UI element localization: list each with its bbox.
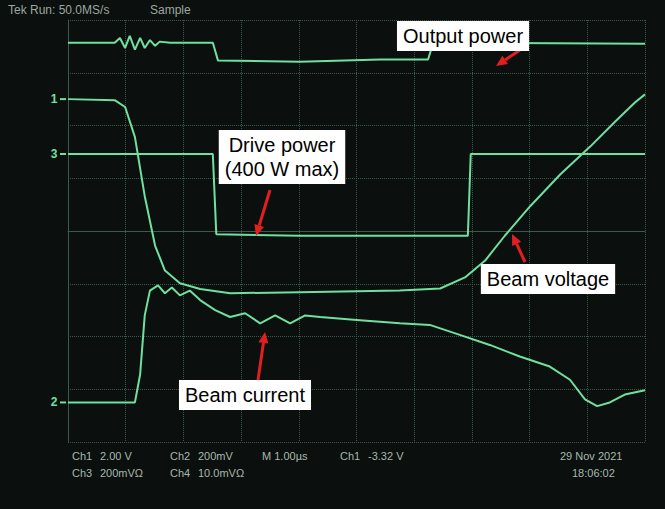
svg-text:2: 2 (51, 395, 58, 409)
svg-text:10.0mVΩ: 10.0mVΩ (198, 467, 244, 479)
svg-text:29 Nov 2021: 29 Nov 2021 (560, 450, 622, 462)
svg-text:200mVΩ: 200mVΩ (100, 467, 143, 479)
svg-text:(400 W max): (400 W max) (225, 158, 339, 180)
svg-text:Ch4: Ch4 (170, 467, 190, 479)
svg-text:2.00 V: 2.00 V (100, 450, 132, 462)
svg-text:18:06:02: 18:06:02 (572, 467, 615, 479)
svg-text:Ch3: Ch3 (72, 467, 92, 479)
svg-text:-3.32 V: -3.32 V (368, 450, 404, 462)
svg-text:3: 3 (51, 147, 58, 161)
svg-text:Beam current: Beam current (185, 384, 305, 406)
svg-text:200mV: 200mV (198, 450, 234, 462)
svg-text:Ch1: Ch1 (340, 450, 360, 462)
svg-text:Sample: Sample (150, 3, 191, 17)
svg-text:Output power: Output power (403, 25, 523, 47)
svg-text:1: 1 (51, 92, 58, 106)
svg-text:Drive power: Drive power (229, 134, 336, 156)
svg-text:Tek Run: 50.0MS/s: Tek Run: 50.0MS/s (8, 3, 109, 17)
svg-text:Beam voltage: Beam voltage (487, 268, 609, 290)
svg-text:Ch1: Ch1 (72, 450, 92, 462)
svg-text:Ch2: Ch2 (170, 450, 190, 462)
svg-text:M 1.00µs: M 1.00µs (262, 450, 308, 462)
